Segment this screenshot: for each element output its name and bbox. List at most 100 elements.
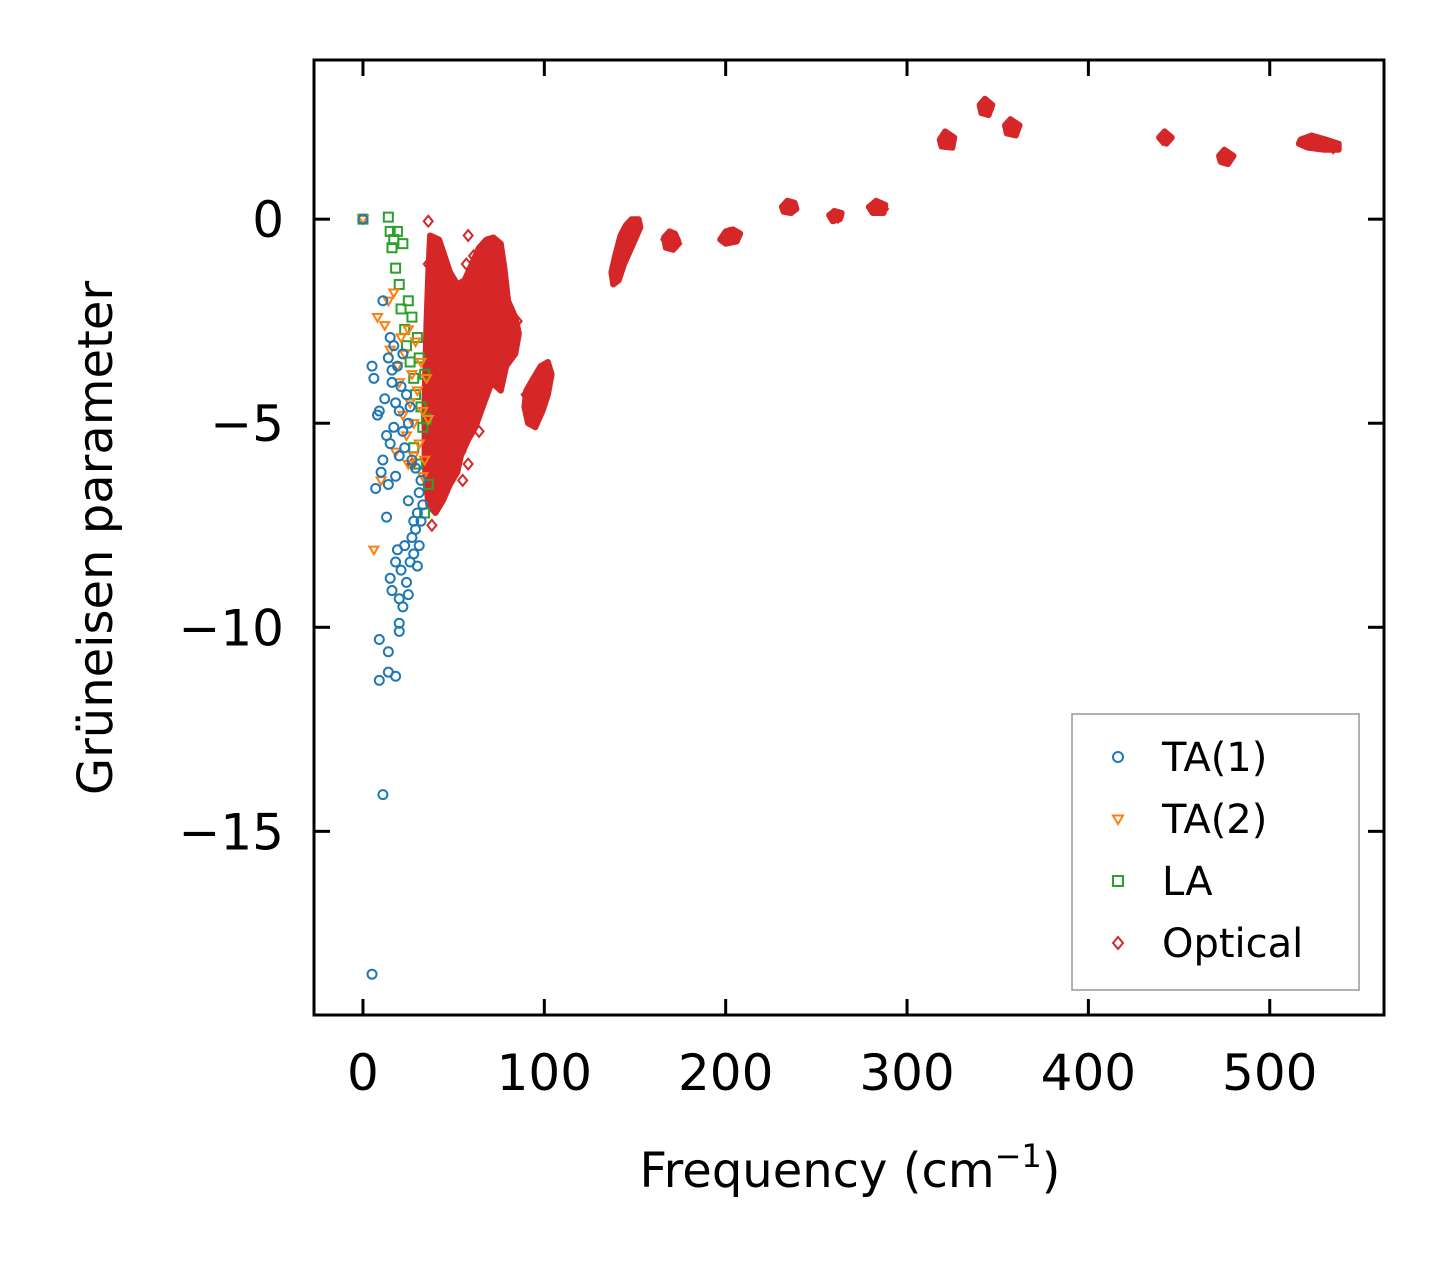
y-tick-labels: 0 −5 −10 −15 (178, 191, 284, 861)
y-tick-label: −10 (178, 599, 284, 657)
data-point (368, 372, 380, 384)
data-point (417, 499, 429, 511)
data-point (366, 968, 378, 980)
data-point (786, 202, 799, 216)
data-point (1327, 140, 1340, 155)
data-point (609, 269, 621, 284)
data-point (416, 406, 430, 418)
data-point (438, 465, 451, 480)
data-point (536, 379, 549, 394)
data-point (382, 352, 394, 364)
y-tick-label: −5 (210, 395, 284, 453)
data-point (402, 495, 414, 507)
data-point (402, 325, 415, 336)
data-point (391, 360, 403, 372)
x-tick-label: 100 (497, 1044, 592, 1102)
data-point (1216, 150, 1229, 165)
legend-box (1071, 713, 1360, 991)
data-point (942, 136, 955, 151)
legend-marker-square (1112, 875, 1124, 887)
data-point (393, 405, 405, 417)
legend-label: LA (1162, 859, 1213, 905)
data-point (411, 386, 424, 398)
data-point (420, 374, 433, 385)
data-point (356, 215, 370, 226)
legend-marker-circle (1112, 751, 1124, 763)
data-point (402, 295, 414, 307)
data-point (414, 357, 428, 369)
data-point (478, 293, 491, 308)
data-point (409, 337, 422, 349)
data-point (390, 262, 402, 274)
legend-items: TA(1) TA(2) LA Optical (1111, 735, 1303, 967)
data-point (377, 295, 389, 307)
data-point (377, 789, 389, 801)
data-point (407, 419, 420, 430)
x-tick-label: 300 (859, 1044, 954, 1102)
data-point (395, 303, 407, 315)
data-point (386, 585, 398, 597)
data-point (412, 439, 426, 451)
data-point (433, 359, 445, 374)
data-point (379, 393, 391, 405)
data-point (382, 296, 395, 308)
data-point (405, 370, 419, 381)
data-point (393, 450, 405, 462)
data-point (1002, 118, 1015, 133)
data-point (480, 375, 493, 390)
data-point (404, 401, 416, 413)
data-point (397, 348, 409, 360)
data-point (384, 572, 396, 584)
x-tick-label: 500 (1222, 1044, 1317, 1102)
data-point (378, 321, 391, 332)
legend: TA(1) TA(2) LA Optical (1071, 713, 1360, 991)
data-point (399, 540, 411, 552)
data-point (476, 273, 489, 288)
data-point (453, 293, 465, 308)
data-point (393, 617, 405, 629)
data-point (400, 576, 412, 588)
data-point (387, 288, 401, 300)
x-axis-label-exponent: −1 (995, 1137, 1042, 1175)
legend-marker-diamond (1111, 935, 1125, 951)
data-point (511, 314, 523, 329)
data-point (382, 478, 394, 490)
data-point (620, 236, 632, 251)
data-point (415, 474, 427, 486)
x-tick-label: 0 (347, 1044, 379, 1102)
data-point (400, 389, 412, 401)
data-point (460, 257, 473, 272)
data-point (494, 318, 507, 333)
data-point (391, 225, 403, 237)
data-point (408, 548, 420, 560)
data-point (395, 380, 407, 392)
data-point (473, 424, 485, 439)
data-point (456, 473, 469, 488)
data-point (866, 202, 879, 216)
data-point (489, 240, 502, 255)
data-point (440, 387, 453, 402)
data-point (832, 210, 844, 225)
data-point (444, 330, 456, 345)
series-optical (406, 99, 1340, 533)
data-point (982, 102, 995, 116)
data-point (455, 444, 467, 459)
optical-cluster-1 (521, 359, 555, 431)
x-tick-label: 400 (1041, 1044, 1136, 1102)
data-point (612, 257, 625, 272)
data-point (451, 355, 464, 369)
data-point (377, 454, 389, 466)
data-points (356, 99, 1340, 980)
data-point (1318, 138, 1330, 153)
data-point (1008, 122, 1020, 137)
data-point (397, 425, 409, 437)
data-point (498, 289, 511, 304)
data-point (542, 371, 554, 386)
data-point (1300, 134, 1312, 149)
data-point (402, 417, 414, 429)
data-point (399, 442, 411, 454)
data-point (371, 312, 384, 324)
legend-marker-triangle-down (1111, 814, 1125, 826)
data-point (388, 340, 400, 352)
